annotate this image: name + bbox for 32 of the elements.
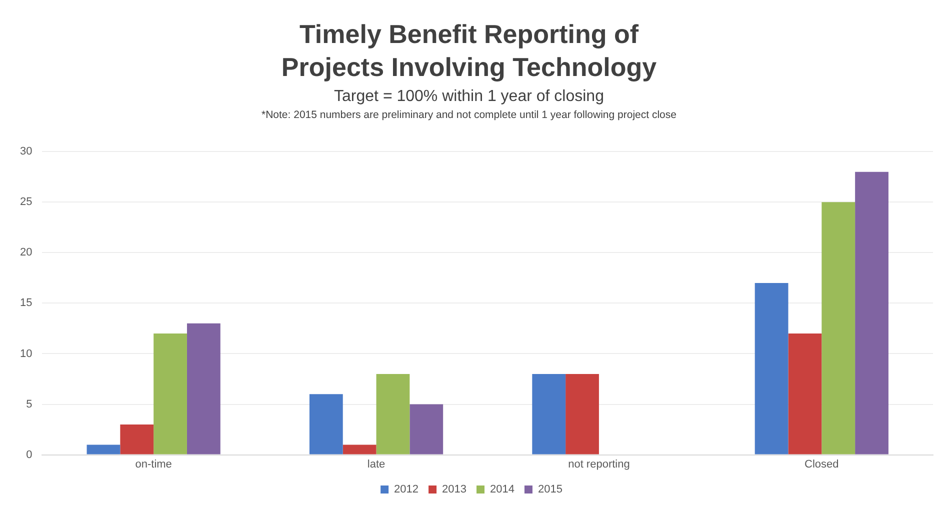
bar (822, 202, 856, 454)
x-tick-label: on-time (135, 458, 172, 470)
bar (376, 374, 410, 454)
bar (532, 374, 566, 454)
y-tick-label: 0 (26, 448, 32, 461)
y-tick-label: 25 (20, 196, 32, 208)
legend-label: 2014 (490, 484, 514, 496)
y-tick-label: 20 (20, 246, 32, 259)
bar (754, 282, 788, 454)
y-tick-label: 10 (20, 348, 32, 360)
bar (410, 404, 444, 454)
bar (855, 172, 888, 454)
x-tick-label: not reporting (568, 458, 630, 470)
x-tick-label: Closed (804, 458, 839, 470)
bar (566, 374, 599, 454)
text: *Note: 2015 numbers are preliminary and not complete until 1 year following project close (260, 109, 678, 121)
chart-title: Timely Benefit Reporting of Projects Involving Technology (280, 18, 658, 84)
legend-label: 2013 (442, 484, 467, 496)
y-tick-label: 15 (20, 297, 32, 310)
legend-label: 2015 (538, 484, 562, 496)
bar (154, 334, 187, 454)
bar (342, 444, 376, 454)
bar (309, 394, 343, 454)
bar (86, 444, 120, 454)
chart-subtitle: Target = 100% within 1 year of closing (333, 88, 605, 106)
y-tick-label: 30 (20, 146, 32, 158)
bar (788, 334, 822, 454)
bar (186, 323, 220, 454)
bar (120, 424, 154, 454)
y-tick-label: 5 (26, 398, 32, 410)
x-tick-label: late (367, 458, 386, 470)
legend-label: 2012 (394, 484, 419, 496)
